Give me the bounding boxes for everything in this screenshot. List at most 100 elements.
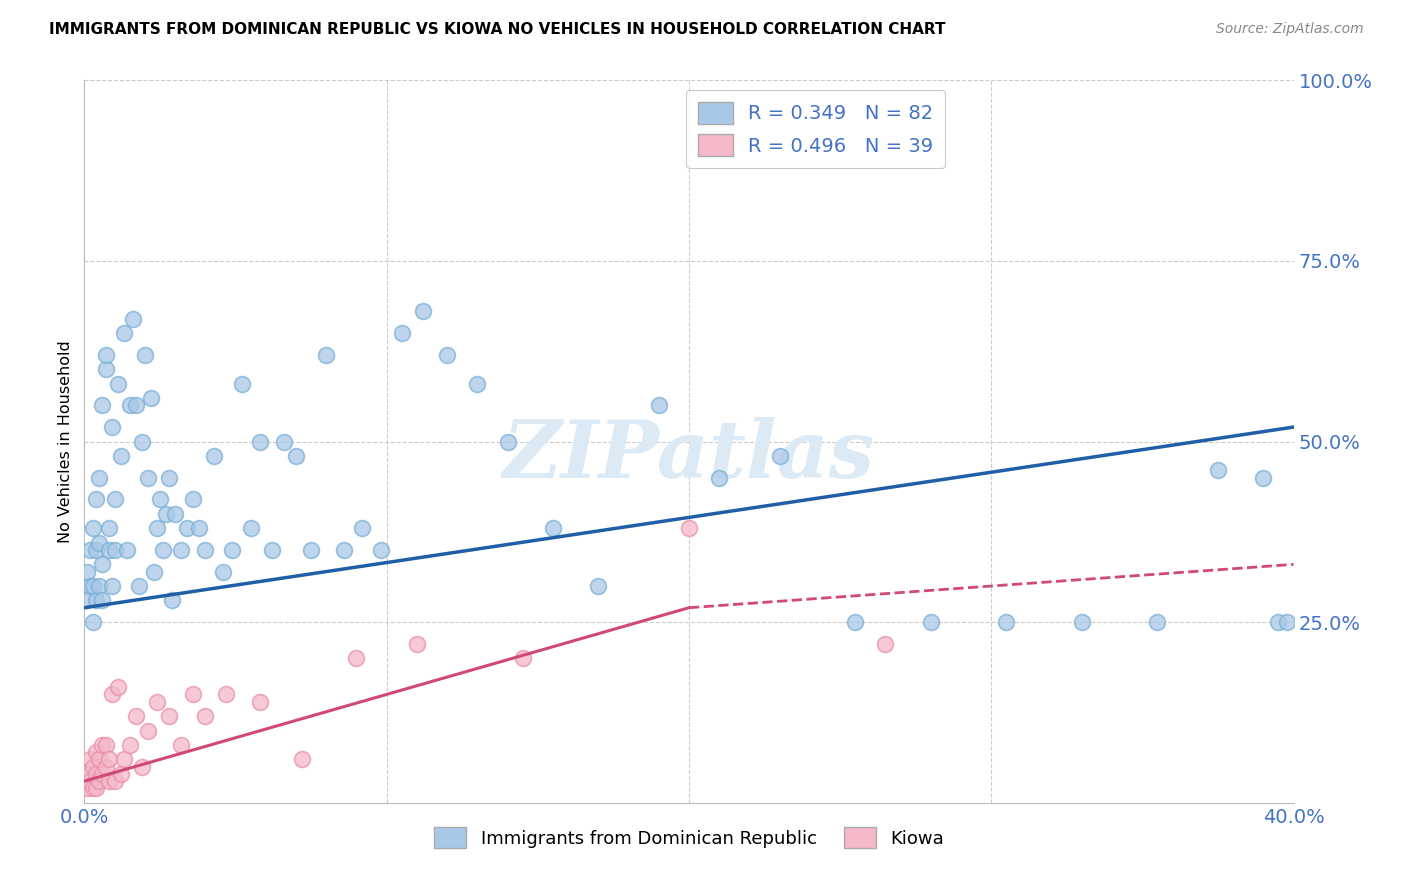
Point — [136, 723, 159, 738]
Point — [118, 398, 141, 412]
Point — [155, 507, 177, 521]
Point — [89, 535, 111, 549]
Point — [91, 593, 114, 607]
Point — [89, 579, 111, 593]
Point — [79, 579, 101, 593]
Point — [136, 470, 159, 484]
Point — [97, 774, 120, 789]
Point — [1253, 470, 1275, 484]
Point — [221, 542, 243, 557]
Point — [91, 767, 114, 781]
Point — [91, 398, 114, 412]
Point — [94, 760, 117, 774]
Point — [76, 593, 98, 607]
Point — [82, 521, 104, 535]
Point — [1071, 615, 1094, 630]
Point — [131, 434, 153, 449]
Point — [86, 767, 108, 781]
Point — [512, 651, 534, 665]
Point — [648, 398, 671, 412]
Point — [125, 398, 148, 412]
Point — [391, 326, 413, 340]
Point — [82, 579, 104, 593]
Point — [146, 695, 169, 709]
Point — [315, 348, 337, 362]
Point — [118, 738, 141, 752]
Point — [467, 376, 489, 391]
Point — [181, 492, 204, 507]
Point — [370, 542, 392, 557]
Point — [82, 760, 104, 774]
Point — [149, 492, 172, 507]
Point — [82, 615, 104, 630]
Point — [249, 695, 271, 709]
Point — [97, 521, 120, 535]
Point — [121, 311, 143, 326]
Point — [176, 521, 198, 535]
Point — [112, 326, 135, 340]
Point — [1146, 615, 1168, 630]
Legend: Immigrants from Dominican Republic, Kiowa: Immigrants from Dominican Republic, Kiow… — [426, 820, 952, 855]
Point — [115, 542, 138, 557]
Point — [588, 579, 610, 593]
Point — [346, 651, 368, 665]
Point — [91, 558, 114, 572]
Point — [97, 752, 120, 766]
Point — [100, 579, 122, 593]
Point — [107, 680, 129, 694]
Point — [709, 470, 731, 484]
Point — [128, 579, 150, 593]
Point — [920, 615, 942, 630]
Point — [157, 470, 180, 484]
Point — [1267, 615, 1289, 630]
Point — [678, 521, 700, 535]
Point — [131, 760, 153, 774]
Point — [89, 470, 111, 484]
Point — [107, 376, 129, 391]
Text: ZIPatlas: ZIPatlas — [503, 417, 875, 495]
Point — [181, 687, 204, 701]
Point — [844, 615, 866, 630]
Point — [94, 362, 117, 376]
Point — [1277, 615, 1299, 630]
Point — [249, 434, 271, 449]
Point — [82, 781, 104, 796]
Point — [146, 521, 169, 535]
Point — [86, 492, 108, 507]
Point — [79, 542, 101, 557]
Point — [134, 348, 156, 362]
Point — [299, 542, 322, 557]
Point — [436, 348, 458, 362]
Point — [86, 542, 108, 557]
Point — [212, 565, 235, 579]
Point — [160, 593, 183, 607]
Point — [86, 593, 108, 607]
Point — [97, 542, 120, 557]
Point — [104, 774, 127, 789]
Point — [112, 752, 135, 766]
Point — [333, 542, 356, 557]
Point — [89, 774, 111, 789]
Point — [142, 565, 165, 579]
Point — [100, 687, 122, 701]
Point — [94, 738, 117, 752]
Point — [91, 738, 114, 752]
Point — [541, 521, 564, 535]
Point — [76, 565, 98, 579]
Point — [273, 434, 295, 449]
Point — [194, 709, 217, 723]
Point — [79, 752, 101, 766]
Point — [170, 738, 193, 752]
Point — [94, 348, 117, 362]
Point — [76, 781, 98, 796]
Point — [100, 420, 122, 434]
Point — [202, 449, 225, 463]
Point — [260, 542, 283, 557]
Point — [76, 767, 98, 781]
Point — [215, 687, 238, 701]
Point — [152, 542, 174, 557]
Point — [110, 767, 132, 781]
Point — [86, 781, 108, 796]
Point — [291, 752, 314, 766]
Point — [239, 521, 262, 535]
